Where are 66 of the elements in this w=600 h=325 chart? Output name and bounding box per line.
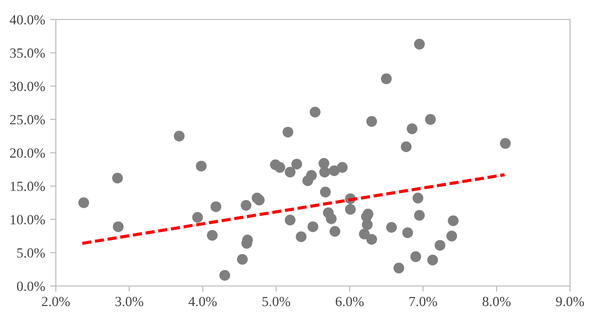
point [434,240,446,251]
x-tick-label: 4.0% [188,296,217,306]
point [500,138,511,149]
point [448,215,459,226]
point [210,201,222,212]
point [336,162,348,173]
point [219,270,230,281]
point [412,192,424,204]
x-tick-label: 2.0% [42,296,70,306]
point [427,254,438,266]
y-tick-label: 25.0% [10,115,45,124]
point [291,158,302,170]
x-tick-label: 9.0% [556,296,584,306]
point [358,228,370,240]
point [306,170,317,181]
point [319,166,330,178]
y-tick-label: 5.0% [17,248,45,258]
point [380,73,392,84]
point [326,213,337,224]
x-tick-label: 8.0% [482,296,511,306]
point [296,231,307,242]
point [254,194,265,206]
point [362,208,374,220]
y-tick-label: 0.0% [16,282,45,292]
point [446,230,458,242]
y-tick-label: 20.0% [10,148,45,158]
point [414,38,425,50]
y-tick-label: 10.0% [10,214,45,224]
x-tick-label: 3.0% [115,296,144,306]
point [406,123,418,134]
point [330,226,340,237]
y-tick-label: 30.0% [10,82,45,92]
y-tick-label: 35.0% [10,48,45,58]
point [344,204,356,215]
point [240,200,252,211]
x-tick-label: 6.0% [336,296,364,306]
point [284,166,296,178]
x-tick-label: 5.0% [262,296,290,306]
point [402,227,414,238]
y-tick-label: 15.0% [10,182,45,192]
point [310,106,320,118]
point [414,210,425,221]
point [282,126,294,138]
point [366,116,378,127]
point [308,221,318,232]
point [425,114,436,125]
point [174,130,185,142]
point [362,219,373,230]
point [328,165,340,176]
point [196,160,207,172]
point [274,162,286,173]
point [192,212,203,223]
point [206,230,218,241]
point [78,197,90,208]
point [393,262,404,274]
point [366,234,378,245]
point [237,254,248,265]
y-tick-label: 40.0% [10,15,45,25]
point [112,172,123,184]
point [400,141,412,152]
point [112,221,124,232]
point [410,251,422,262]
point [386,222,397,233]
point [320,186,331,198]
x-tick-label: 7.0% [410,296,438,306]
point [284,214,296,226]
